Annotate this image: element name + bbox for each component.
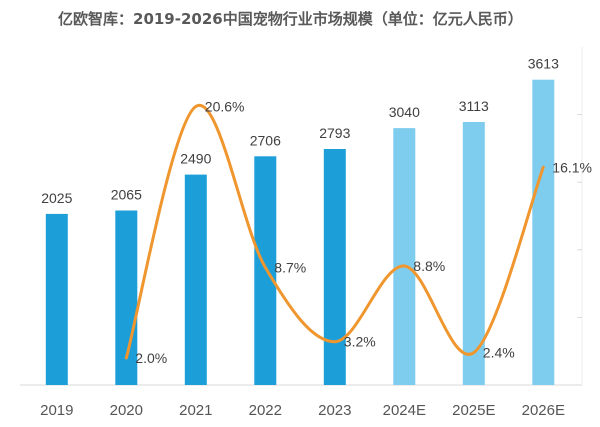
bar-2023 [323, 149, 346, 385]
growth-rate-label: 20.6% [205, 99, 245, 115]
x-tick-label: 2023 [318, 402, 351, 419]
bar-2024e [393, 128, 416, 385]
growth-rate-label: 16.1% [552, 159, 592, 175]
x-tick-label: 2022 [249, 402, 282, 419]
bar-2022 [254, 156, 277, 385]
bar-value-label: 3613 [528, 56, 559, 72]
bar-2019 [45, 213, 68, 385]
x-tick-label: 2021 [179, 402, 212, 419]
bar-value-label: 2793 [319, 125, 350, 141]
bar-value-label: 2025 [41, 190, 72, 206]
x-tick-label: 2025E [452, 402, 495, 419]
x-tick-label: 2024E [383, 402, 426, 419]
bar-value-label: 2065 [111, 187, 142, 203]
bar-2021 [184, 174, 207, 385]
x-tick-label: 2019 [40, 402, 73, 419]
growth-rate-label: 8.8% [413, 258, 445, 274]
growth-rate-label: 2.4% [483, 345, 515, 361]
bar-value-label: 3113 [459, 98, 489, 114]
bar-value-label: 3040 [389, 104, 420, 120]
bar-value-label: 2490 [180, 151, 211, 167]
growth-rate-label: 8.7% [274, 259, 306, 275]
growth-rate-label: 3.2% [344, 334, 376, 350]
x-tick-label: 2020 [110, 402, 143, 419]
bar-2026e [532, 79, 555, 385]
growth-rate-line [124, 103, 545, 360]
growth-rate-label: 2.0% [135, 350, 167, 366]
x-tick-label: 2026E [522, 402, 565, 419]
chart-title: 亿欧智库：2019-2026中国宠物行业市场规模（单位：亿元人民币） [58, 10, 523, 28]
bar-2025e [462, 122, 485, 385]
bar-value-label: 2706 [250, 132, 281, 148]
